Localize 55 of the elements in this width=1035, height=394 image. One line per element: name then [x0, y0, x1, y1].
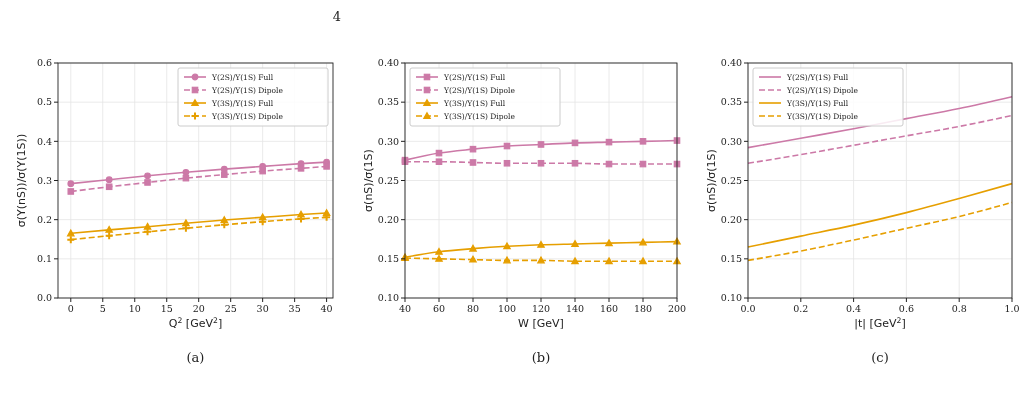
x-tick-label: 80 [466, 303, 480, 314]
text: (c) [871, 350, 889, 365]
x-axis-title: W [GeV] [518, 317, 564, 330]
x-tick-label: 0.0 [740, 303, 756, 314]
x-tick-label: 0.4 [846, 303, 862, 314]
x-axis-title: |t| [GeV$^{2}$] [854, 315, 906, 330]
x-tick-label: 5 [99, 303, 106, 314]
y-tick-label: 0.25 [377, 174, 399, 186]
y-tick-label: 0.0 [36, 292, 52, 304]
text: 4 [332, 9, 341, 24]
x-tick-label: 120 [531, 303, 551, 314]
x-tick-label: 40 [320, 303, 333, 314]
x-tick-label: 180 [633, 303, 653, 314]
y-tick-label: 0.2 [36, 213, 52, 225]
x-tick-label: 0.6 [898, 303, 914, 314]
x-tick-label: 30 [256, 303, 269, 314]
x-tick-label: 10 [128, 303, 141, 314]
y-tick-label: 0.40 [377, 57, 399, 69]
x-axis-title: Q$^{2}$ [GeV$^{2}$] [168, 315, 223, 330]
y-tick-label: 0.35 [377, 96, 399, 108]
y-tick-label: 0.10 [720, 292, 742, 304]
x-tick-label: 140 [565, 303, 585, 314]
y-tick-label: 0.4 [36, 135, 52, 147]
y-tick-label: 0.40 [720, 57, 742, 69]
y-axis-title: σ(nS)/σ(1S) [362, 149, 375, 212]
x-tick-label: 35 [288, 303, 301, 314]
y-tick-label: 0.6 [36, 57, 52, 69]
x-tick-label: 20 [192, 303, 205, 314]
x-tick-label: 200 [667, 303, 687, 314]
x-tick-label: 40 [398, 303, 412, 314]
y-tick-label: 0.20 [377, 213, 399, 225]
y-tick-label: 0.20 [720, 213, 742, 225]
y-tick-label: 0.1 [36, 253, 52, 265]
y-tick-label: 0.3 [36, 174, 52, 186]
x-tick-label: 0.8 [951, 303, 967, 314]
y-tick-label: 0.5 [36, 96, 52, 108]
text: (a) [186, 350, 205, 365]
y-tick-label: 0.15 [720, 253, 742, 265]
x-tick-label: 0.2 [793, 303, 809, 314]
x-tick-label: 160 [599, 303, 619, 314]
x-tick-label: 60 [432, 303, 446, 314]
x-tick-label: 15 [160, 303, 173, 314]
y-tick-label: 0.35 [720, 96, 742, 108]
x-tick-label: 100 [497, 303, 517, 314]
y-tick-label: 0.30 [377, 135, 399, 147]
y-tick-label: 0.25 [720, 174, 742, 186]
y-axis-title: σ(nS)/σ(1S) [705, 149, 718, 212]
text: (b) [531, 350, 551, 365]
x-tick-label: 1.0 [1004, 303, 1020, 314]
x-tick-label: 0 [67, 303, 74, 314]
x-tick-label: 25 [224, 303, 237, 314]
y-tick-label: 0.15 [377, 253, 399, 265]
y-tick-label: 0.30 [720, 135, 742, 147]
y-tick-label: 0.10 [377, 292, 399, 304]
y-axis-title: σ(Υ(nS))/σ(Υ(1S)) [15, 133, 28, 228]
